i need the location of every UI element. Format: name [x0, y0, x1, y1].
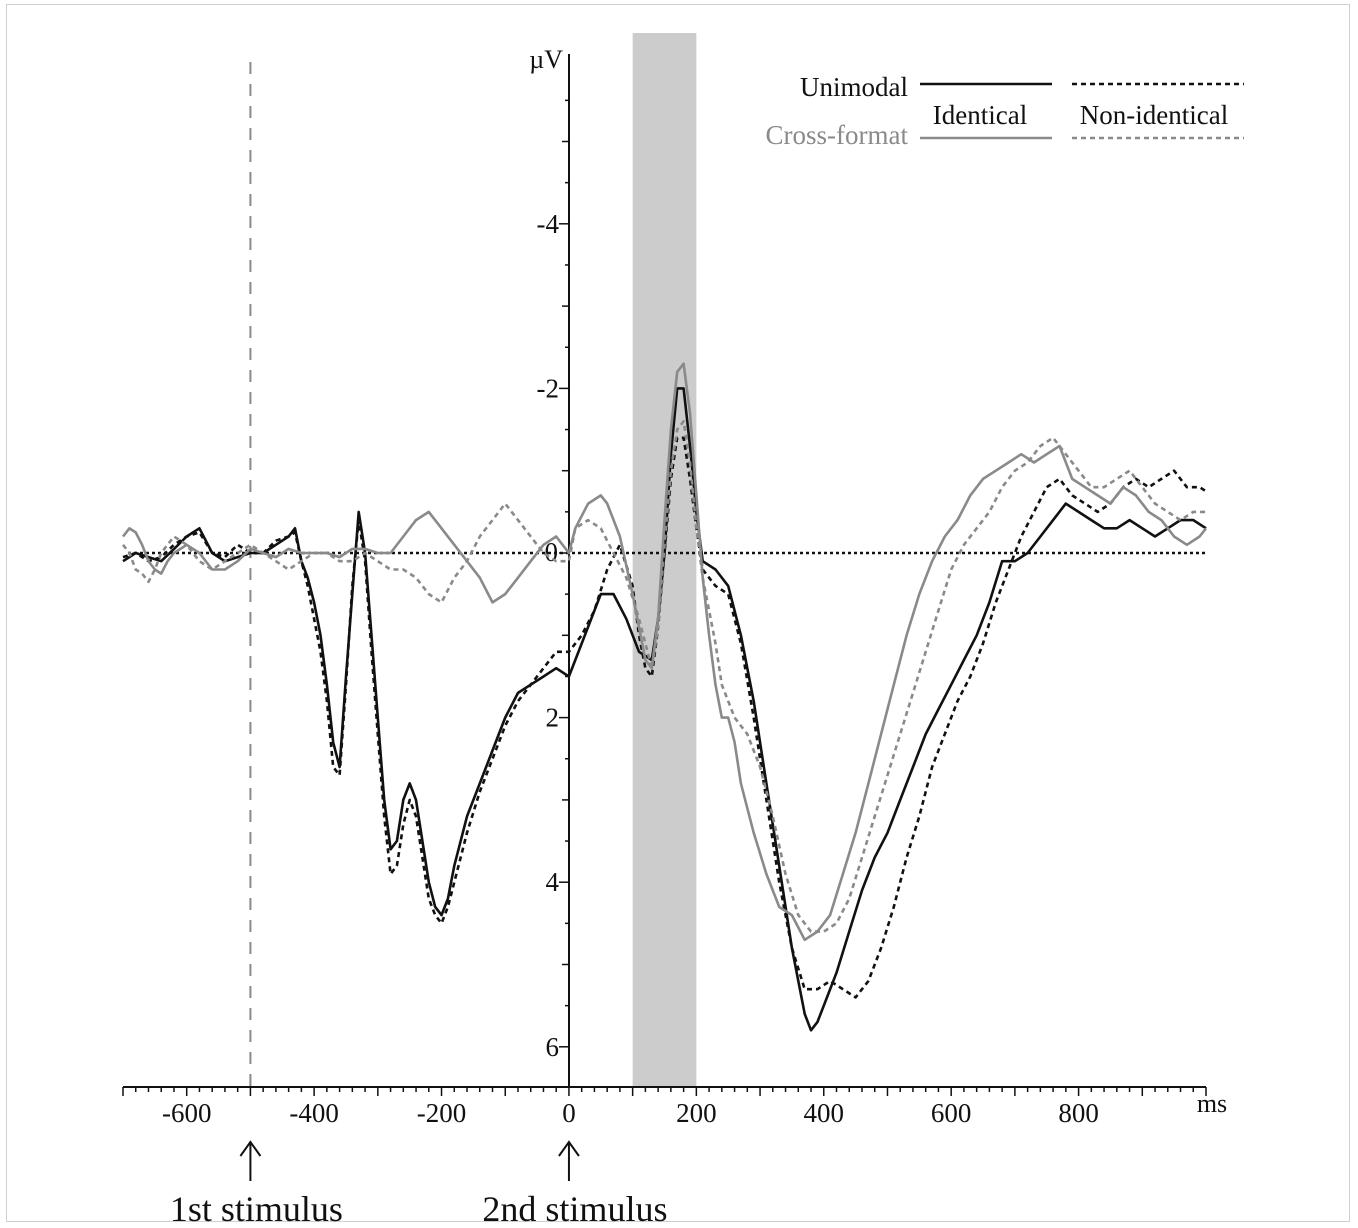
x-axis-label: ms: [1197, 1089, 1227, 1118]
series-line-cross-format-non-identical: [121, 420, 1206, 933]
y-tick-label: 4: [546, 867, 560, 897]
x-tick-label: -400: [289, 1098, 339, 1128]
y-axis-label: µV: [529, 45, 563, 74]
series-line-unimodal-identical: [122, 387, 1207, 1032]
figure-frame: [6, 4, 1350, 1222]
legend-row-unimodal: Unimodal: [800, 72, 908, 102]
x-tick-label: -200: [417, 1098, 467, 1128]
legend-row-cross-format: Cross-format: [766, 120, 909, 150]
y-tick-label: -2: [537, 373, 560, 403]
stimulus-arrow-head: [239, 1140, 262, 1157]
stimulus-label-1: 1st stimulus: [170, 1189, 343, 1228]
stimulus-arrow-head: [558, 1140, 580, 1157]
stimulus-label-2: 2nd stimulus: [482, 1189, 667, 1228]
x-tick-label: 600: [931, 1098, 972, 1128]
series-line-unimodal-non-identical: [122, 436, 1207, 999]
legend-col-identical: Identical: [933, 100, 1027, 130]
x-tick-label: 400: [804, 1098, 845, 1128]
x-tick-label: -600: [162, 1098, 212, 1128]
series-line-cross-format-identical: [121, 362, 1208, 942]
x-tick-label: 800: [1058, 1098, 1099, 1128]
legend-col-non-identical: Non-identical: [1080, 100, 1228, 130]
y-tick-label: 6: [546, 1032, 560, 1062]
x-tick-label: 0: [562, 1098, 576, 1128]
y-tick-label: -4: [537, 209, 560, 239]
y-tick-label: 2: [546, 703, 560, 733]
x-tick-label: 200: [676, 1098, 717, 1128]
